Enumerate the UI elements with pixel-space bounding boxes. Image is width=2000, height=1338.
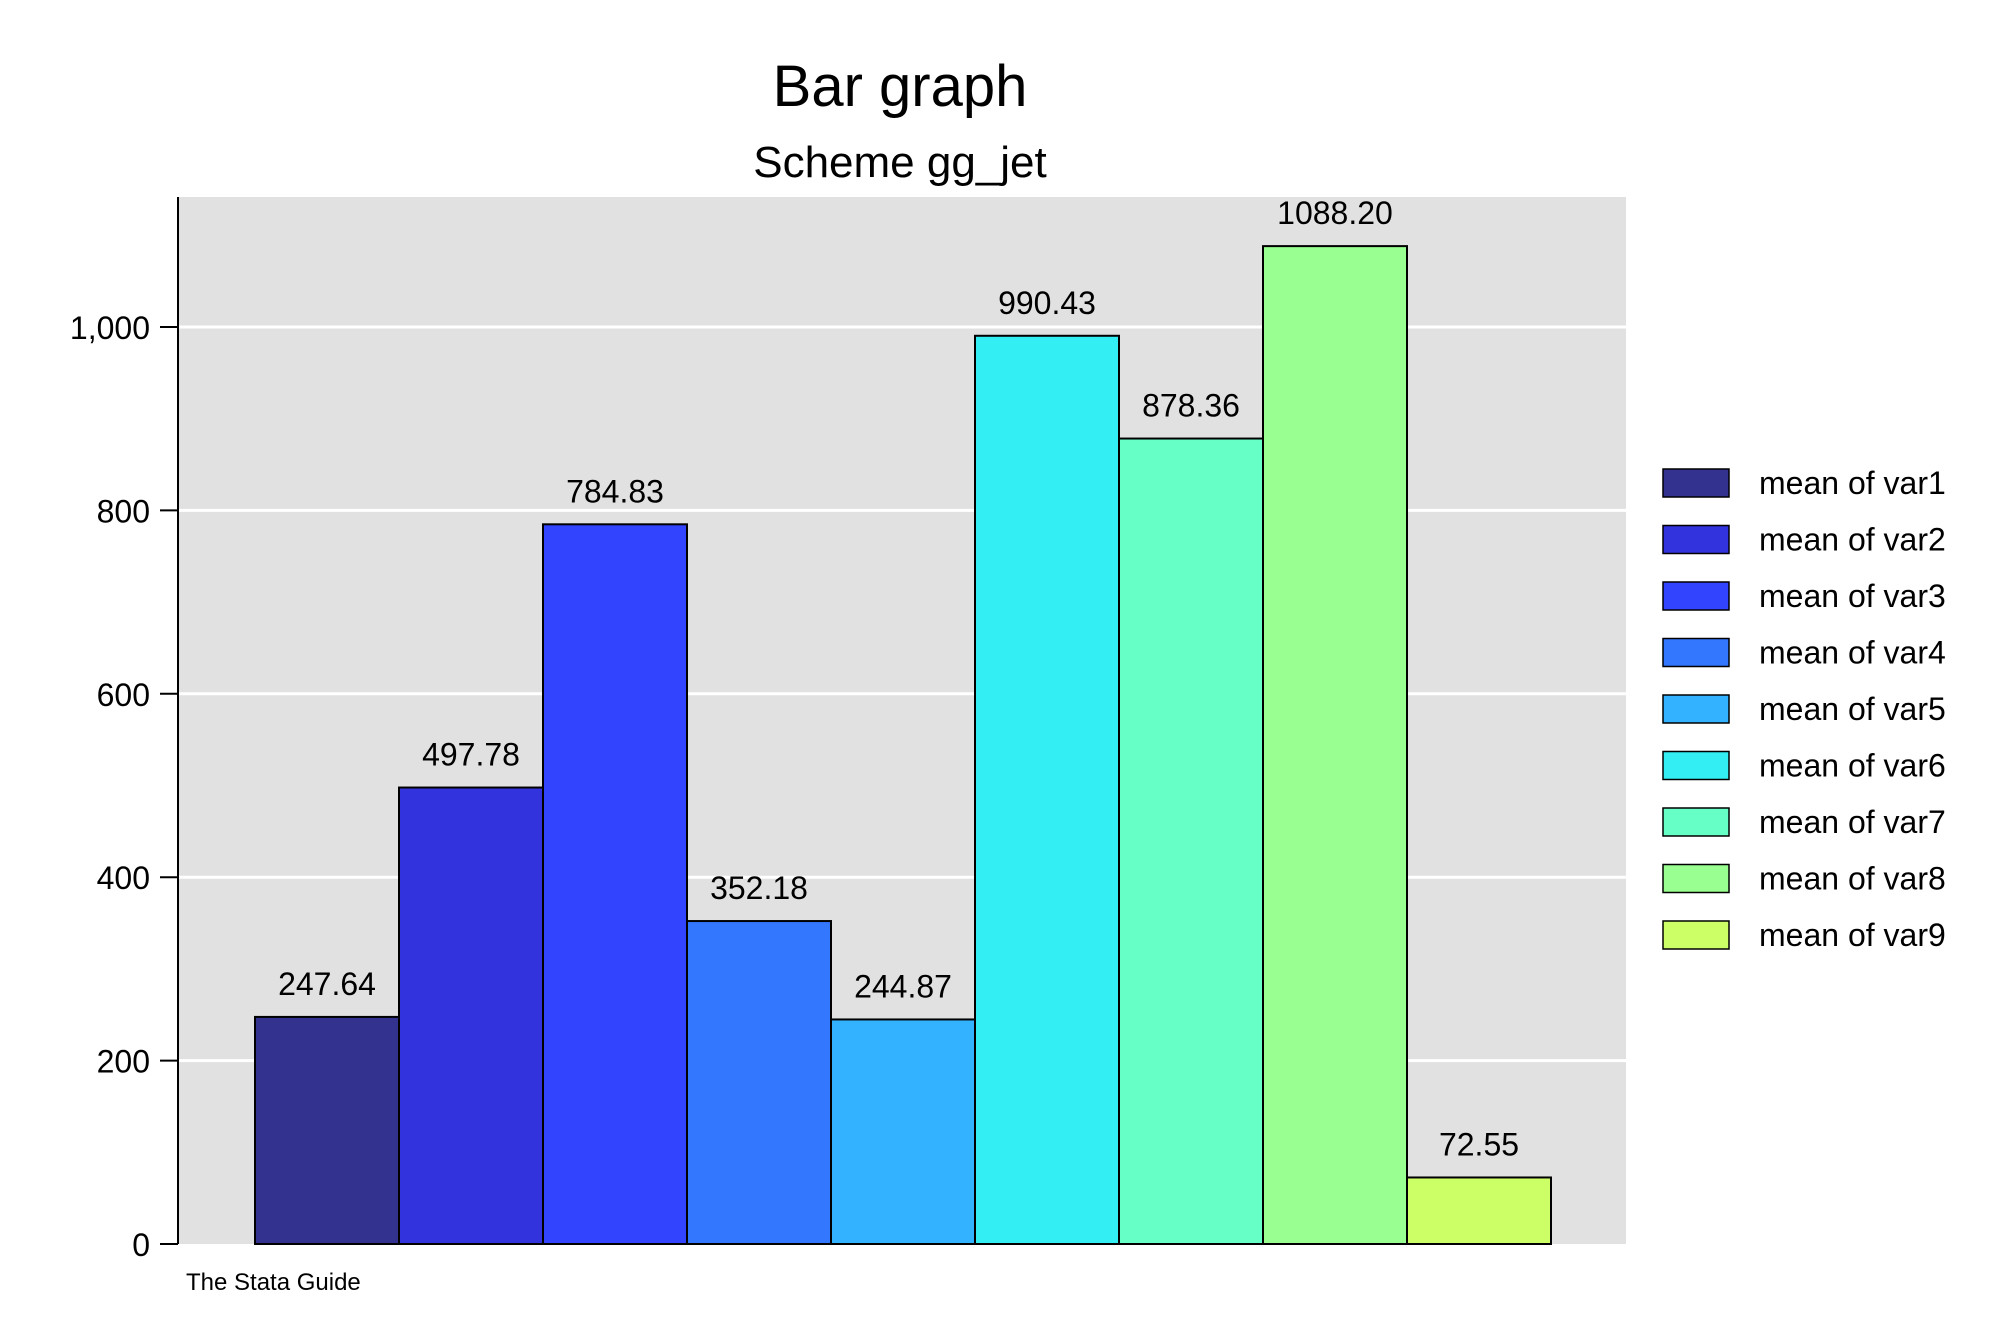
legend-label: mean of var5 <box>1759 691 1946 727</box>
y-tick-label: 0 <box>132 1227 150 1263</box>
legend-swatch <box>1662 863 1730 894</box>
bar-var9 <box>1406 1176 1552 1246</box>
bar-value-label: 352.18 <box>710 870 808 906</box>
legend-swatch <box>1662 637 1730 668</box>
legend-swatch <box>1662 694 1730 724</box>
bar-value-labels: 247.64 497.78 784.83 352.18 244.87 990.43 878.… <box>278 195 1519 1162</box>
y-tick-label: 800 <box>97 493 150 529</box>
y-tick-label: 600 <box>97 677 150 713</box>
bars <box>254 245 1552 1246</box>
chart-note: The Stata Guide <box>186 1269 361 1296</box>
y-tick-label: 200 <box>97 1044 150 1080</box>
legend-label: mean of var4 <box>1759 635 1946 671</box>
y-tick-label: 1,000 <box>70 310 150 346</box>
bar-value-label: 990.43 <box>998 285 1096 321</box>
bar-var2 <box>398 786 544 1246</box>
chart-title: Bar graph <box>773 54 1028 119</box>
legend-label: mean of var8 <box>1759 861 1946 897</box>
bar-value-label: 244.87 <box>854 968 952 1004</box>
bar-var1 <box>254 1015 400 1245</box>
legend-swatch <box>1662 920 1730 950</box>
legend-swatch <box>1662 750 1730 781</box>
chart-subtitle: Scheme gg_jet <box>753 138 1047 187</box>
legend-label: mean of var3 <box>1759 578 1946 614</box>
bar-var4 <box>686 920 832 1246</box>
y-tick-label: 400 <box>97 860 150 896</box>
y-axis-ticks: 0 200 400 600 800 1,000 <box>70 310 178 1263</box>
legend-label: mean of var9 <box>1759 917 1946 953</box>
bar-value-label: 784.83 <box>566 473 664 509</box>
legend-label: mean of var6 <box>1759 748 1946 784</box>
bar-value-label: 72.55 <box>1439 1126 1519 1162</box>
bar-value-label: 878.36 <box>1142 388 1240 424</box>
legend-label: mean of var7 <box>1759 804 1946 840</box>
bar-var5 <box>830 1018 976 1246</box>
legend-swatch <box>1662 807 1730 837</box>
legend-label: mean of var2 <box>1759 522 1946 558</box>
bar-var7 <box>1118 437 1264 1245</box>
bar-value-label: 247.64 <box>278 966 376 1002</box>
bar-value-label: 1088.20 <box>1277 195 1393 231</box>
bar-var6 <box>974 334 1120 1245</box>
legend-swatch <box>1662 524 1730 555</box>
bar-value-label: 497.78 <box>422 737 520 773</box>
legend-swatch <box>1662 468 1730 498</box>
legend-label: mean of var1 <box>1759 465 1946 501</box>
bar-var8 <box>1262 245 1408 1245</box>
legend-swatch <box>1662 581 1730 611</box>
bar-var3 <box>542 523 688 1245</box>
legend: mean of var1 mean of var2 mean of var3 mean… <box>1662 465 1946 953</box>
